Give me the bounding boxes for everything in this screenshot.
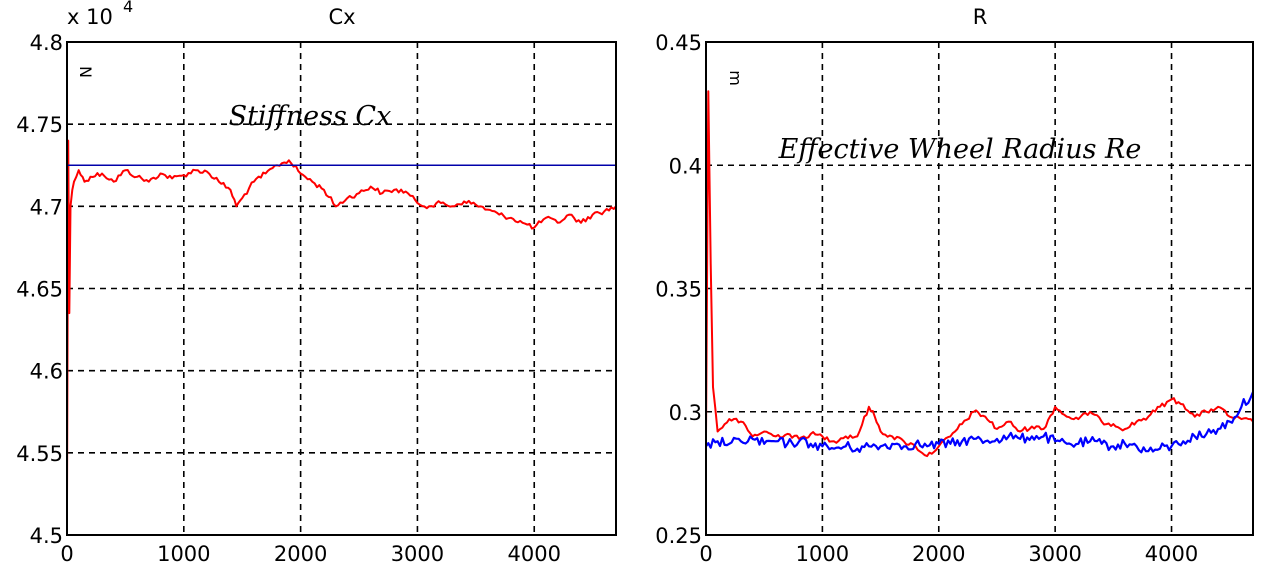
chart0-title: Cx <box>328 5 355 29</box>
chart-panel-radius: 0 1000 2000 3000 4000 0.25 0.3 0.35 0.4 0.45 Rm Eff… <box>655 5 1255 566</box>
chart1-series-0-line <box>705 90 1254 458</box>
chart1-x-tick-label: 2000 <box>912 542 965 566</box>
chart1-annotation: Effective Wheel Radius Re <box>778 134 1142 165</box>
chart1-x-tick-label: 4000 <box>1145 542 1198 566</box>
chart0-x-tick-label: 4000 <box>508 542 561 566</box>
chart1-y-tick-label: 0.3 <box>669 401 702 425</box>
chart0-exponent-label: x 10 <box>67 5 113 29</box>
chart0-y-tick-label: 4.55 <box>16 442 63 466</box>
chart1-x-tick-label: 1000 <box>796 542 849 566</box>
chart0-y-tick-label: 4.75 <box>16 113 63 137</box>
chart1-series-1-line <box>705 391 1255 454</box>
chart-panel-stiffness: 0 1000 2000 3000 4000 4.5 4.55 4.6 4.65 4.7 4.75 4.… <box>16 0 617 566</box>
chart1-plot-frame <box>705 41 1254 536</box>
chart0-y-tick-label: 4.65 <box>16 278 63 302</box>
chart1-y-tick-label: 0.25 <box>655 524 702 548</box>
chart0-y-tick-label: 4.5 <box>30 524 63 548</box>
chart1-x-tick-label: 0 <box>699 542 712 566</box>
chart0-annotation: Stiffness Cx <box>229 101 392 132</box>
chart0-x-tick-label: 2000 <box>274 542 327 566</box>
chart0-exponent-sup: 4 <box>123 0 133 16</box>
chart1-y-tick-label: 0.35 <box>655 278 702 302</box>
chart0-plot-frame <box>66 41 617 536</box>
chart0-x-tick-label: 1000 <box>157 542 210 566</box>
chart0-y-tick-label: 4.7 <box>30 195 63 219</box>
chart0-unit-label: N <box>76 66 95 78</box>
chart1-y-tick-label: 0.45 <box>655 31 702 55</box>
chart1-x-tick-label: 3000 <box>1028 542 1081 566</box>
chart1-y-tick-label: 0.4 <box>669 154 702 178</box>
chart0-x-tick-label: 3000 <box>391 542 444 566</box>
chart1-title: R <box>973 5 988 29</box>
chart0-y-tick-label: 4.6 <box>30 360 63 384</box>
chart0-x-tick-label: 0 <box>60 542 73 566</box>
chart0-series-0-line <box>66 139 617 503</box>
chart0-y-tick-label: 4.8 <box>30 31 63 55</box>
chart1-unit-label: m <box>726 70 745 86</box>
